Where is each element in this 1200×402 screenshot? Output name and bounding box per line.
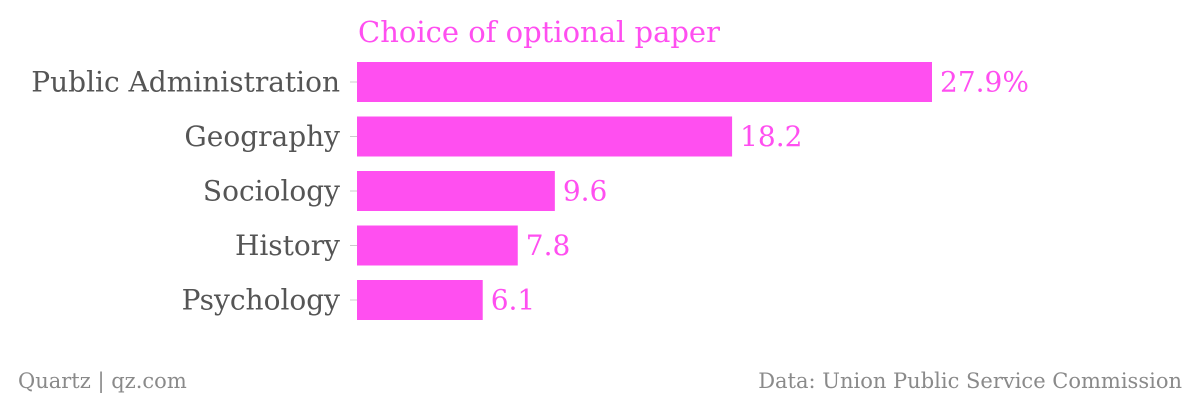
value-label-psychology: 6.1 (491, 284, 536, 317)
category-label-geography: Geography (184, 120, 340, 153)
value-label-public-administration: 27.9% (940, 66, 1029, 99)
category-label-public-administration: Public Administration (31, 66, 340, 99)
bars-group: Public Administration 27.9% Geography 18.2 S… (31, 62, 1029, 320)
bar-geography (357, 116, 733, 157)
bar-public-administration (357, 62, 932, 102)
value-label-sociology: 9.6 (563, 175, 608, 208)
bar-psychology (357, 280, 483, 320)
value-label-history: 7.8 (526, 229, 571, 262)
value-label-geography: 18.2 (740, 120, 802, 153)
chart-title: Choice of optional paper (358, 15, 720, 49)
category-label-sociology: Sociology (203, 175, 340, 208)
bar-history (357, 225, 518, 266)
category-label-psychology: Psychology (182, 284, 341, 317)
category-label-history: History (235, 229, 340, 262)
data-source: Data: Union Public Service Commission (758, 369, 1182, 393)
source-credit: Quartz | qz.com (18, 369, 187, 393)
bar-sociology (357, 171, 555, 211)
